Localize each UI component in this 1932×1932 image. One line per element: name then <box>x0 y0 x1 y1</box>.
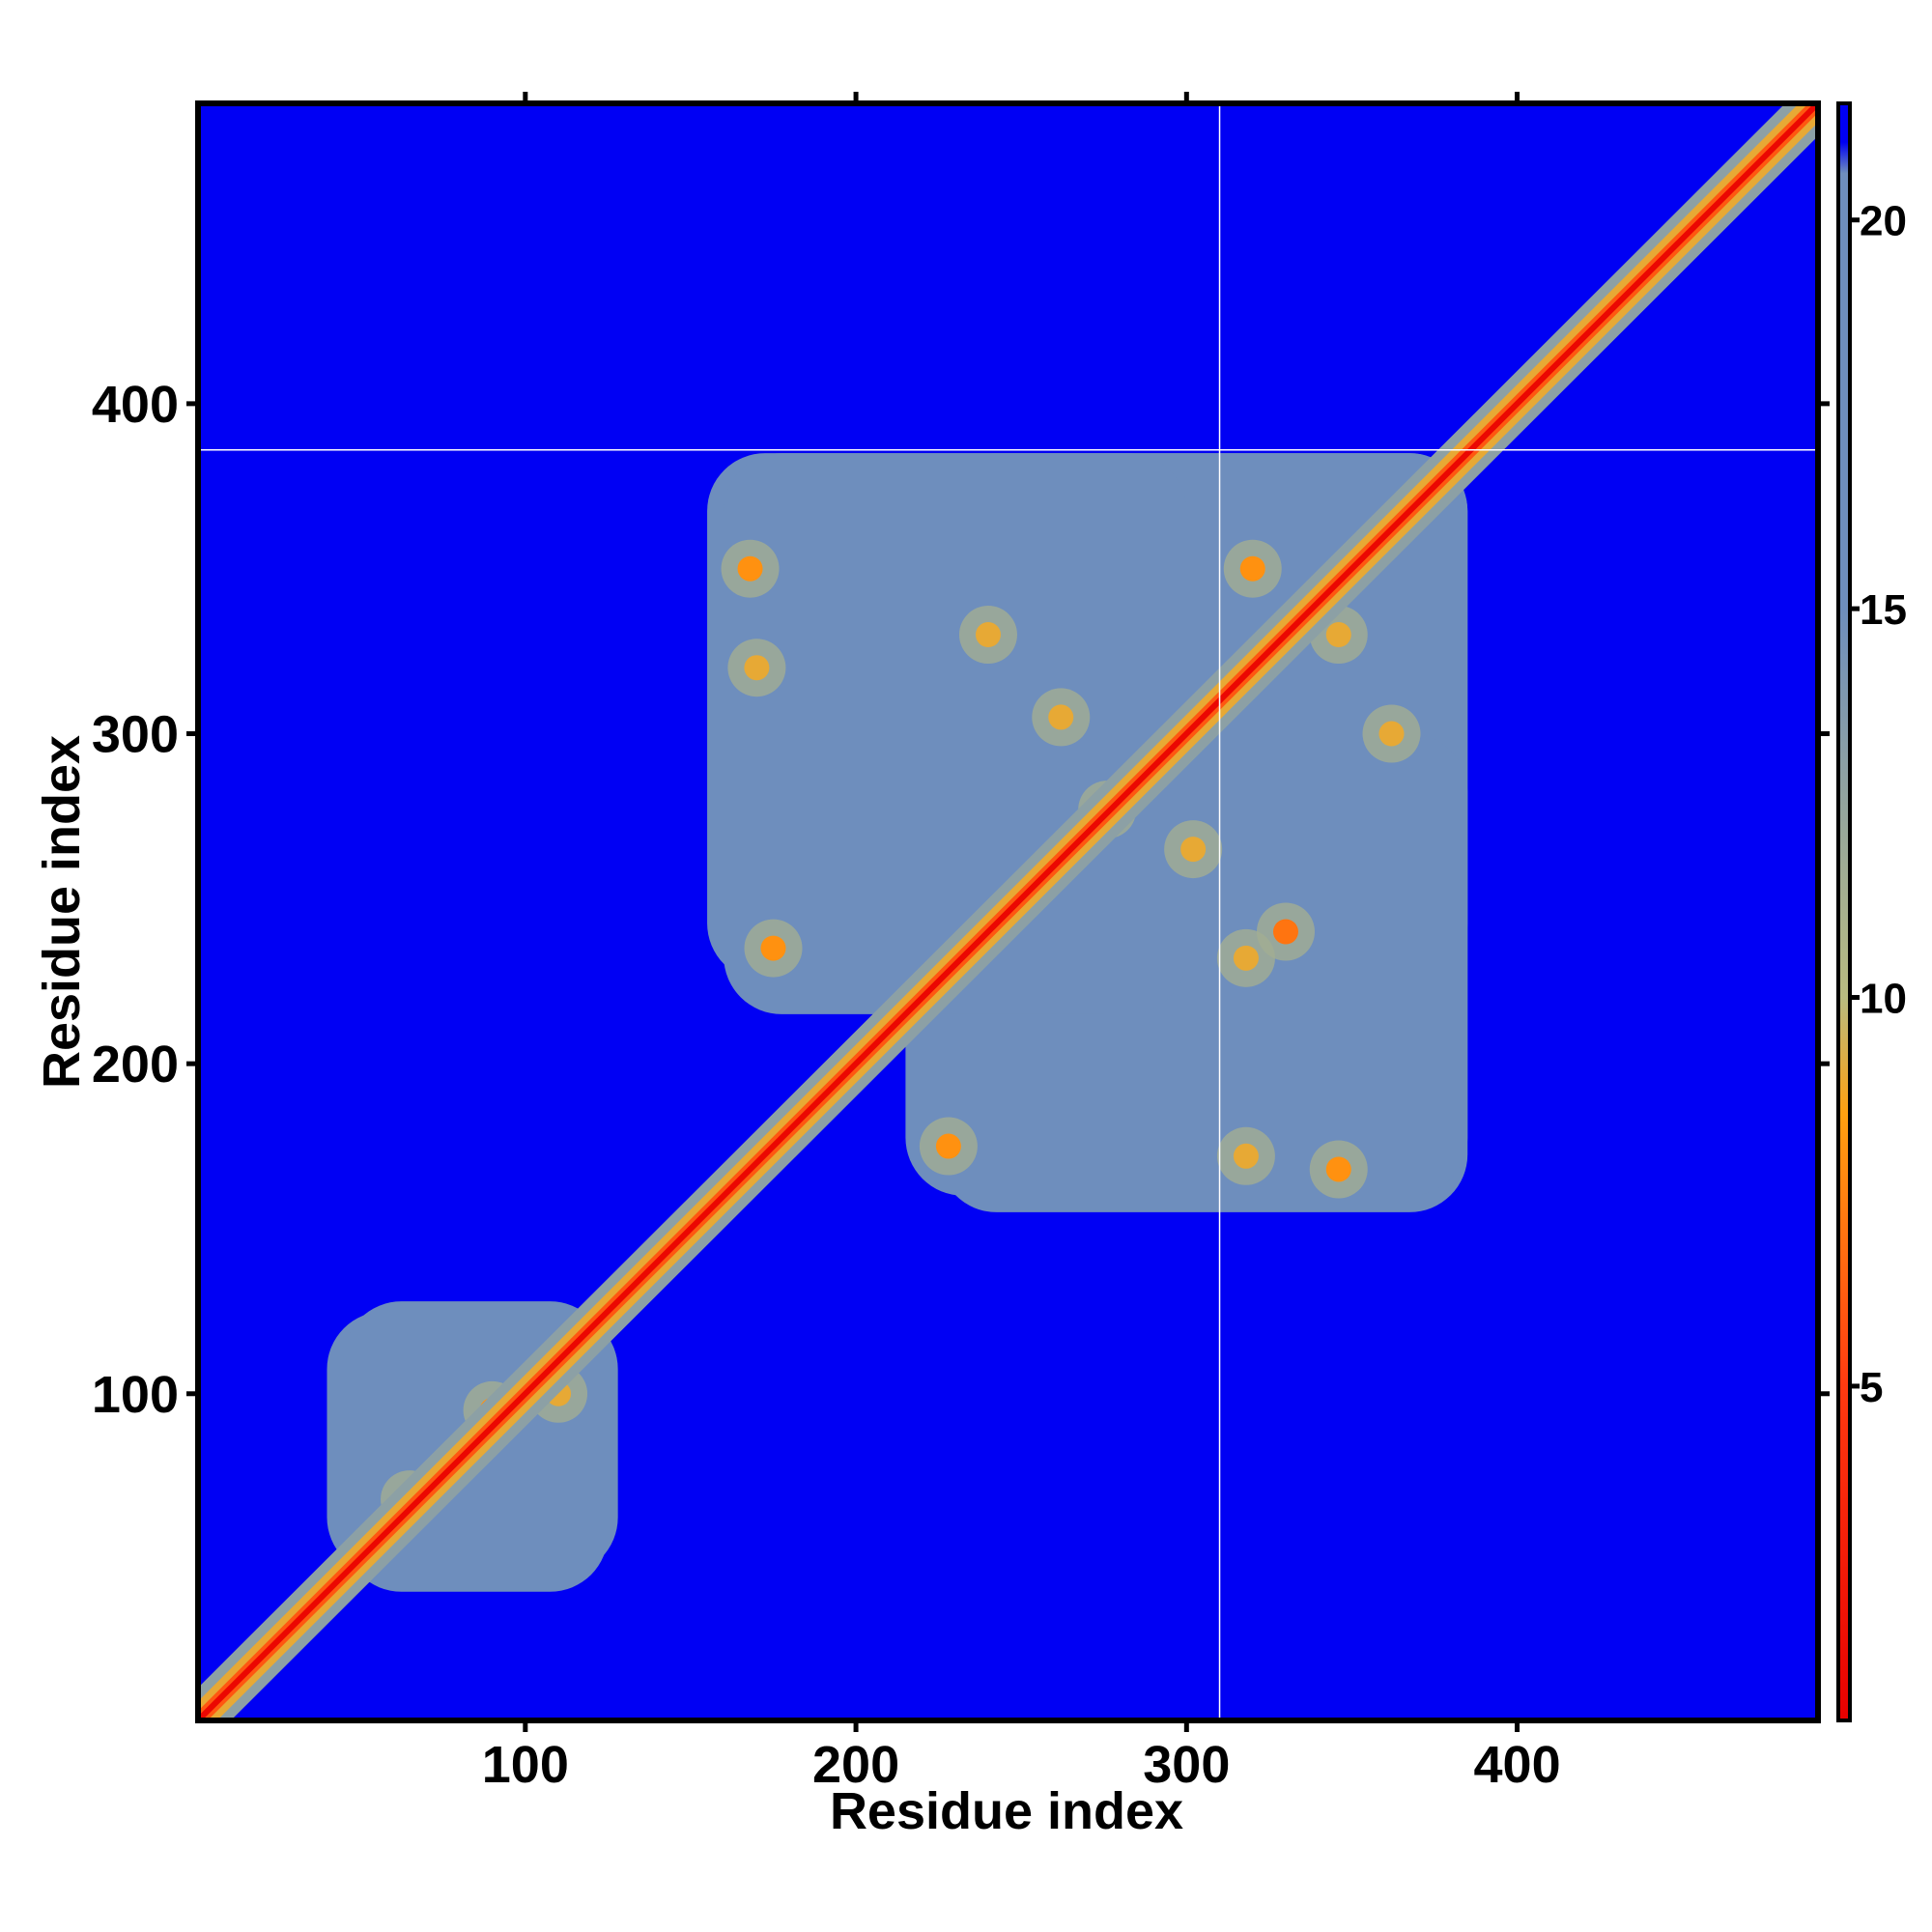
y-tick-label: 100 <box>92 1366 179 1424</box>
y-tick-label: 300 <box>92 706 179 764</box>
colorbar-gradient <box>1838 103 1850 1720</box>
axis-ticks: 100 200 300 400 100 200 300 400 <box>92 92 1830 1794</box>
contact-spot <box>1378 721 1405 747</box>
x-tick-label: 300 <box>1143 1736 1230 1794</box>
diagonal-band <box>198 103 1818 1720</box>
contact-spot <box>1233 1143 1259 1169</box>
x-axis-title: Residue index <box>830 1782 1183 1840</box>
reference-lines <box>198 103 1818 1720</box>
heatmap-plot-area <box>198 103 1818 1720</box>
plot-frame <box>195 100 1821 1723</box>
contact-spot <box>1325 1156 1351 1182</box>
contact-spot <box>975 622 1001 648</box>
contact-spot <box>1180 837 1207 863</box>
colorbar-ticks: 5 10 15 20 <box>1848 198 1907 1411</box>
contact-spot <box>737 555 763 582</box>
colorbar-tick-label: 5 <box>1860 1364 1883 1411</box>
y-axis-title: Residue index <box>33 735 91 1089</box>
contact-spot <box>1325 622 1351 648</box>
colorbar-frame <box>1836 101 1852 1722</box>
y-tick-label: 400 <box>92 376 179 434</box>
contact-spot <box>1272 919 1298 945</box>
colorbar: 5 10 15 20 <box>1836 101 1907 1722</box>
contact-spot <box>1048 704 1074 730</box>
colorbar-tick-label: 20 <box>1860 198 1907 245</box>
contact-spot <box>1233 945 1259 971</box>
colorbar-tick-label: 15 <box>1860 586 1907 634</box>
x-tick-label: 100 <box>482 1736 569 1794</box>
contact-spot <box>760 935 786 961</box>
contact-spot <box>744 655 770 681</box>
diagonal-band-layer <box>198 103 1818 1720</box>
colorbar-tick-label: 10 <box>1860 976 1907 1023</box>
y-tick-label: 200 <box>92 1036 179 1094</box>
x-tick-label: 200 <box>812 1736 899 1794</box>
contact-spot <box>1239 555 1265 582</box>
x-tick-label: 400 <box>1474 1736 1561 1794</box>
contact-spot <box>935 1133 961 1159</box>
